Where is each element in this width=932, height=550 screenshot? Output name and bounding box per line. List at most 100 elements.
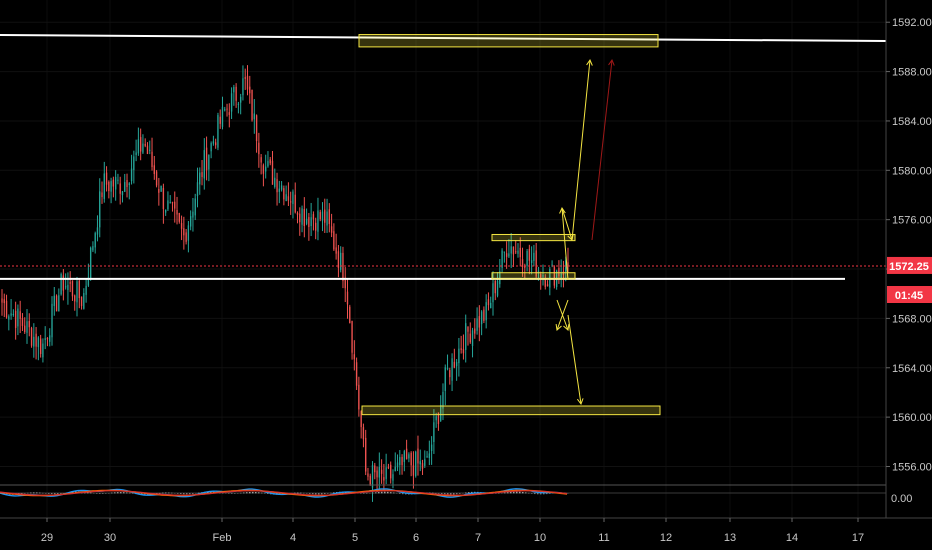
- time-axis[interactable]: 29 30 Feb 4 5 6 7 10 11 12 13 14 17: [41, 518, 864, 544]
- candle-body: [415, 451, 417, 477]
- macd-histogram-bar: [513, 491, 515, 494]
- candle-body: [233, 87, 235, 93]
- candle-body: [383, 477, 385, 481]
- price-tick-label: 1560.00: [892, 412, 932, 424]
- candle-body: [103, 173, 105, 199]
- candle-body: [96, 227, 99, 235]
- macd-histogram-bar: [429, 492, 431, 494]
- macd-histogram-bar: [87, 492, 89, 494]
- candle-body: [194, 198, 196, 216]
- candle-body: [367, 473, 369, 477]
- candle-body: [119, 183, 121, 194]
- price-zone[interactable]: [361, 405, 661, 416]
- candle-body: [19, 311, 21, 319]
- candle-body: [212, 141, 215, 144]
- macd-histogram-bar: [102, 493, 104, 494]
- macd-histogram-bar: [393, 492, 395, 494]
- macd-histogram-bar: [252, 491, 254, 494]
- candle-body: [1, 298, 3, 303]
- candle-body: [408, 454, 410, 459]
- candle-body: [517, 250, 519, 254]
- time-tick-label: Feb: [213, 532, 232, 544]
- current-price-tag-background: [887, 256, 932, 274]
- candle-body: [394, 466, 396, 472]
- candle-body: [151, 151, 153, 168]
- macd-histogram-bar: [297, 492, 299, 494]
- candle-body: [299, 213, 301, 223]
- time-tick-label: 7: [475, 532, 481, 544]
- price-zone[interactable]: [358, 34, 659, 48]
- candle-body: [430, 444, 433, 452]
- macd-histogram-bar: [516, 491, 518, 494]
- candle-body: [490, 302, 492, 309]
- price-zone[interactable]: [491, 233, 576, 242]
- candle-body: [199, 172, 201, 185]
- annotation-zones[interactable]: [358, 34, 661, 416]
- candle-body: [117, 179, 119, 181]
- arrow-head: [608, 58, 615, 66]
- macd-histogram-bar: [48, 493, 50, 494]
- candle-body: [174, 201, 176, 209]
- projection-arrow[interactable]: [567, 314, 582, 405]
- candle-body: [405, 448, 408, 460]
- candle-body: [503, 251, 506, 253]
- candle-body: [515, 251, 517, 253]
- candle-body: [458, 348, 460, 364]
- candle-body: [471, 330, 474, 346]
- projection-arrow[interactable]: [571, 59, 591, 241]
- candle-body: [126, 179, 128, 188]
- candle-body: [487, 299, 490, 306]
- candle-body: [162, 188, 165, 209]
- candle-body: [114, 176, 117, 190]
- candle-body: [301, 208, 303, 225]
- candle-body: [183, 228, 185, 236]
- candle-body: [410, 452, 412, 466]
- macd-histogram-bar: [264, 493, 266, 494]
- macd-indicator: [0, 488, 569, 498]
- price-tick-label: 1592.00: [892, 17, 932, 29]
- macd-histogram-bar: [294, 492, 296, 494]
- candle-body: [71, 280, 74, 297]
- price-axis[interactable]: 1592.00 1588.00 1584.00 1580.00 1576.00 1572.…: [886, 17, 932, 473]
- candle-body: [317, 210, 319, 232]
- candle-body: [510, 246, 512, 254]
- price-tick-label: 1576.00: [892, 215, 932, 227]
- macd-histogram-bar: [510, 491, 512, 494]
- candle-body: [158, 189, 160, 193]
- projection-arrow[interactable]: [591, 59, 613, 241]
- candle-body: [353, 354, 356, 360]
- candle-body: [426, 456, 428, 458]
- macd-histogram-bar: [333, 492, 335, 494]
- projection-arrow[interactable]: [561, 207, 573, 241]
- candle-body: [360, 411, 362, 428]
- projection-arrow[interactable]: [556, 299, 569, 331]
- candle-body: [169, 202, 171, 204]
- candle-body: [92, 246, 94, 251]
- projection-arrows[interactable]: [555, 58, 615, 406]
- candle-body: [262, 165, 265, 174]
- horizontal-level-line[interactable]: [0, 34, 887, 43]
- candle-body: [208, 154, 210, 170]
- candle-body: [344, 277, 346, 289]
- arrow-head: [586, 58, 593, 66]
- candle-body: [196, 182, 199, 197]
- candle-body: [478, 316, 481, 328]
- candle-body: [253, 113, 255, 120]
- candle-body: [480, 311, 483, 325]
- projection-arrow[interactable]: [561, 207, 569, 281]
- candle-body: [387, 467, 390, 469]
- vertical-grid: [46, 0, 859, 518]
- candle-body: [330, 226, 333, 233]
- candle-body: [296, 213, 299, 215]
- price-zone[interactable]: [491, 272, 576, 280]
- candle-body: [67, 284, 69, 290]
- horizontal-levels[interactable]: [0, 34, 887, 280]
- candle-body: [453, 361, 456, 368]
- candle-body: [224, 109, 226, 111]
- macd-histogram-bar: [534, 493, 536, 495]
- candle-body: [342, 252, 344, 282]
- candle-body: [524, 265, 526, 268]
- macd-histogram-bar: [453, 493, 455, 495]
